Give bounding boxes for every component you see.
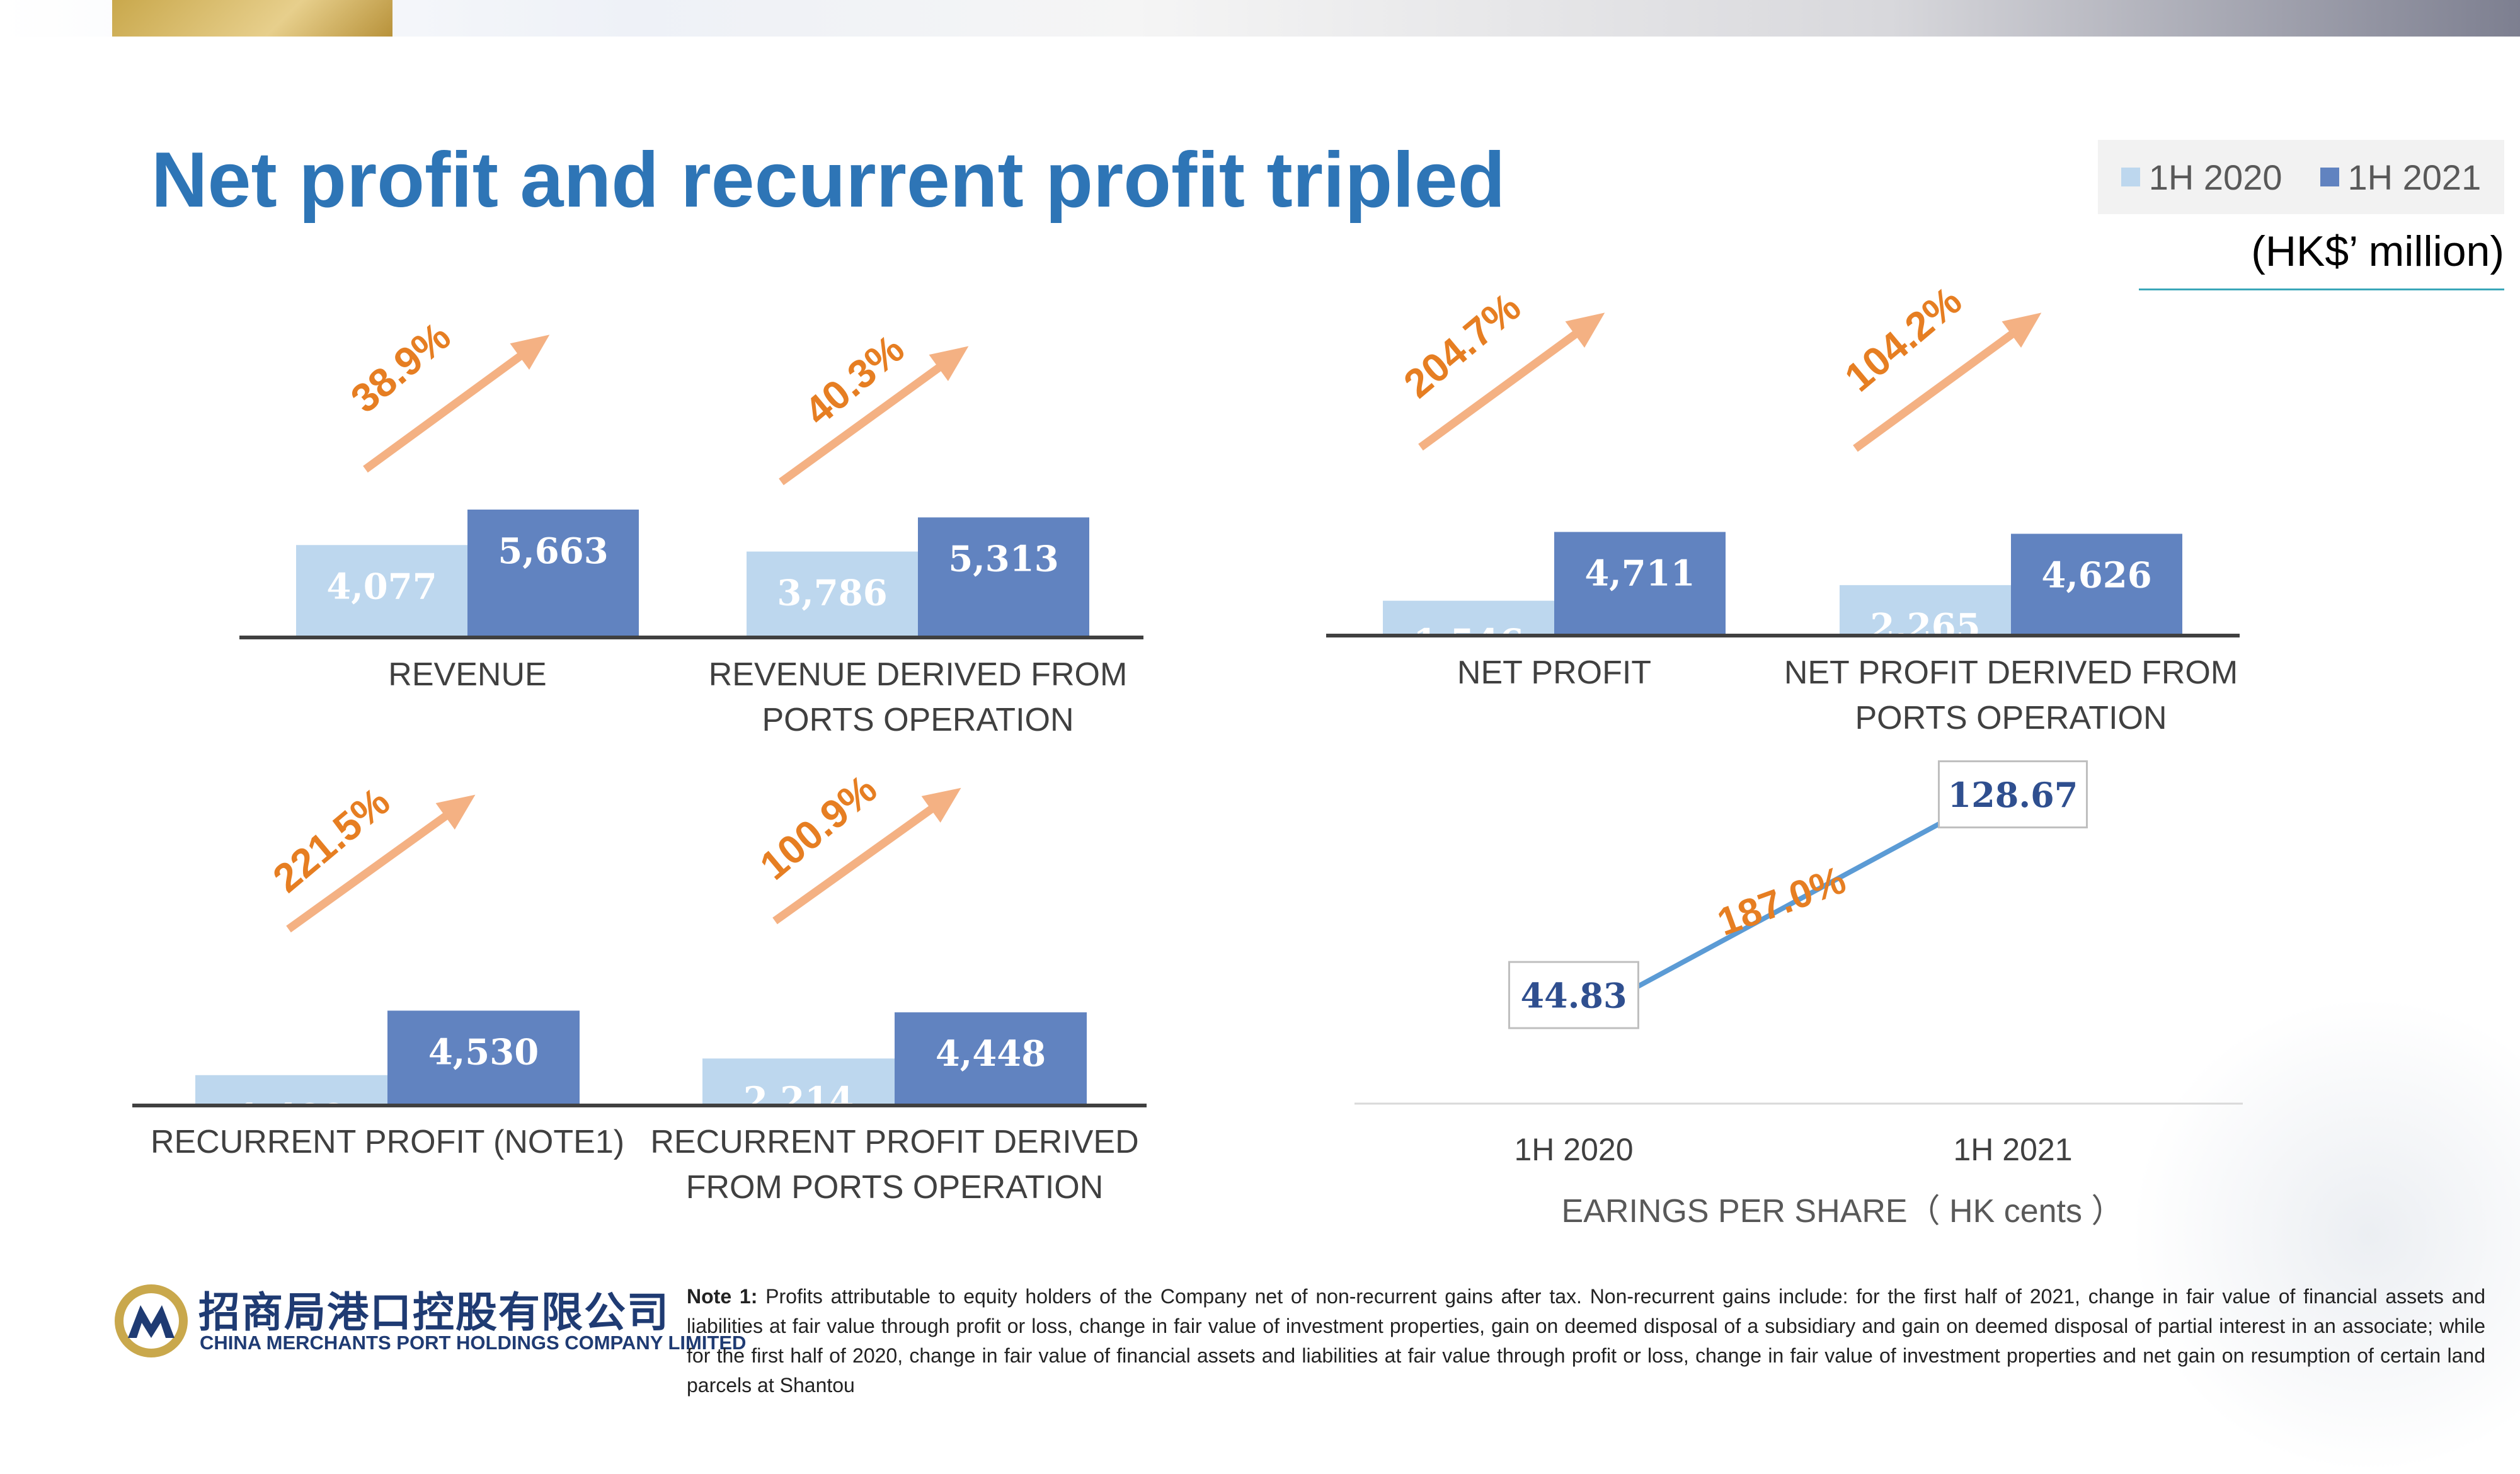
bar-value-label: 5,313	[948, 538, 1058, 580]
eps-axis-title: EARINGS PER SHARE（ HK cents ）	[1562, 1193, 2124, 1230]
charts-canvas: 4,077 5,663 REVENUE 38.9% 3,786 5,313 REVENUE …	[132, 278, 2243, 1230]
bar-1h2020	[1383, 600, 1554, 634]
bar-value-label: 4,448	[936, 1033, 1046, 1075]
growth-arrow-line	[1853, 324, 2024, 452]
bar-1h2020	[747, 551, 918, 636]
unit-label: (HK$’ million)	[2139, 227, 2504, 290]
bar-1h2021	[387, 1010, 580, 1104]
growth-arrow-line	[1418, 324, 1587, 451]
growth-arrow-head	[1565, 312, 1605, 348]
growth-arrow-head	[921, 787, 961, 823]
category-label: NET PROFIT	[1457, 654, 1651, 691]
legend-label-1h2021: 1H 2021	[2347, 157, 2482, 197]
bar-value-label: 4,626	[2041, 554, 2151, 596]
growth-percentage-label: 38.9%	[342, 313, 459, 421]
logo-english-name: CHINA MERCHANTS PORT HOLDINGS COMPANY LI…	[200, 1332, 747, 1354]
bar-value-label: 4,711	[1584, 552, 1695, 594]
legend-swatch-1h2020	[2121, 168, 2140, 186]
legend-label-1h2020: 1H 2020	[2148, 157, 2282, 197]
category-label: REVENUE	[388, 656, 546, 693]
category-label: PORTS OPERATION	[762, 702, 1074, 738]
eps-series-line	[1632, 814, 1954, 991]
growth-arrow-line	[772, 799, 943, 925]
category-label: REVENUE DERIVED FROM	[709, 656, 1128, 693]
top-banner	[0, 0, 2520, 37]
cmport-logo-icon	[115, 1284, 188, 1357]
bar-value-label: 2,265	[1870, 606, 1980, 648]
bar-1h2021	[918, 517, 1089, 636]
chart-legend: 1H 2020 1H 2021	[2098, 140, 2504, 214]
bar-value-label: 4,530	[428, 1031, 539, 1073]
globe-decoration	[2129, 995, 2520, 1474]
bar-chart-3: 1,409 4,530 RECURRENT PROFIT (NOTE1) 221.5%…	[132, 766, 1147, 1206]
legend-item-1h2021: 1H 2021	[2320, 157, 2482, 198]
eps-growth-label: 187.0%	[1712, 858, 1851, 944]
growth-arrow-head	[2002, 312, 2042, 348]
growth-percentage-label: 100.9%	[752, 766, 886, 889]
bar-1h2020	[702, 1058, 895, 1104]
footnote-label: Note 1:	[687, 1285, 758, 1308]
banner-gold-panel	[112, 0, 392, 37]
growth-percentage-label: 221.5%	[265, 779, 399, 901]
bar-1h2021	[895, 1012, 1087, 1104]
company-logo: 招商局港口控股有限公司 CHINA MERCHANTS PORT HOLDING…	[110, 1274, 746, 1368]
bar-value-label: 4,077	[326, 566, 437, 607]
bar-value-label: 3,786	[777, 573, 887, 614]
legend-swatch-1h2021	[2320, 168, 2339, 186]
bar-value-label: 1,546	[1413, 622, 1523, 663]
growth-arrow-line	[286, 806, 457, 933]
category-label: RECURRENT PROFIT (NOTE1)	[151, 1124, 624, 1160]
eps-value-label: 128.67	[1948, 775, 2078, 815]
bar-value-label: 1,409	[236, 1096, 346, 1138]
growth-arrow-line	[779, 357, 951, 486]
growth-arrow-line	[363, 346, 532, 473]
growth-arrow-head	[929, 346, 969, 381]
growth-percentage-label: 204.7%	[1395, 284, 1530, 407]
eps-x-tick-label: 1H 2020	[1514, 1132, 1633, 1167]
category-label: RECURRENT PROFIT DERIVED	[650, 1124, 1138, 1160]
bar-value-label: 5,663	[498, 530, 608, 572]
bar-1h2020	[296, 545, 467, 636]
bar-chart-1: 4,077 5,663 REVENUE 38.9% 3,786 5,313 REVENUE …	[239, 313, 1143, 738]
footnote-text: Profits attributable to equity holders o…	[687, 1285, 2486, 1397]
category-label: FROM PORTS OPERATION	[686, 1169, 1104, 1206]
bar-value-label: 2,214	[743, 1079, 854, 1121]
bar-1h2021	[1554, 532, 1726, 634]
eps-value-label: 44.83	[1520, 976, 1627, 1016]
category-label: PORTS OPERATION	[1855, 700, 2167, 736]
footnote: Note 1: Profits attributable to equity h…	[687, 1282, 2485, 1400]
logo-chinese-name: 招商局港口控股有限公司	[198, 1288, 670, 1337]
growth-percentage-label: 40.3%	[796, 326, 912, 434]
bar-1h2021	[2011, 534, 2182, 634]
bar-chart-2: 1,546 4,711 NET PROFIT 204.7% 2,265 4,626 NET …	[1326, 278, 2240, 736]
bar-1h2021	[467, 509, 639, 636]
category-label: NET PROFIT DERIVED FROM	[1784, 654, 2238, 691]
legend-item-1h2020: 1H 2020	[2121, 157, 2282, 198]
page-title: Net profit and recurrent profit tripled	[151, 137, 1506, 224]
eps-value-box	[1938, 760, 2088, 829]
eps-x-tick-label: 1H 2021	[1953, 1132, 2072, 1167]
growth-arrow-head	[510, 334, 550, 370]
eps-line-chart: 44.83 1H 2020 128.67 1H 2021 187.0% EARINGS P…	[1354, 760, 2243, 1230]
bar-1h2020	[195, 1075, 387, 1104]
eps-value-box	[1508, 961, 1639, 1029]
bar-1h2020	[1840, 585, 2011, 634]
growth-arrow-head	[435, 794, 476, 830]
